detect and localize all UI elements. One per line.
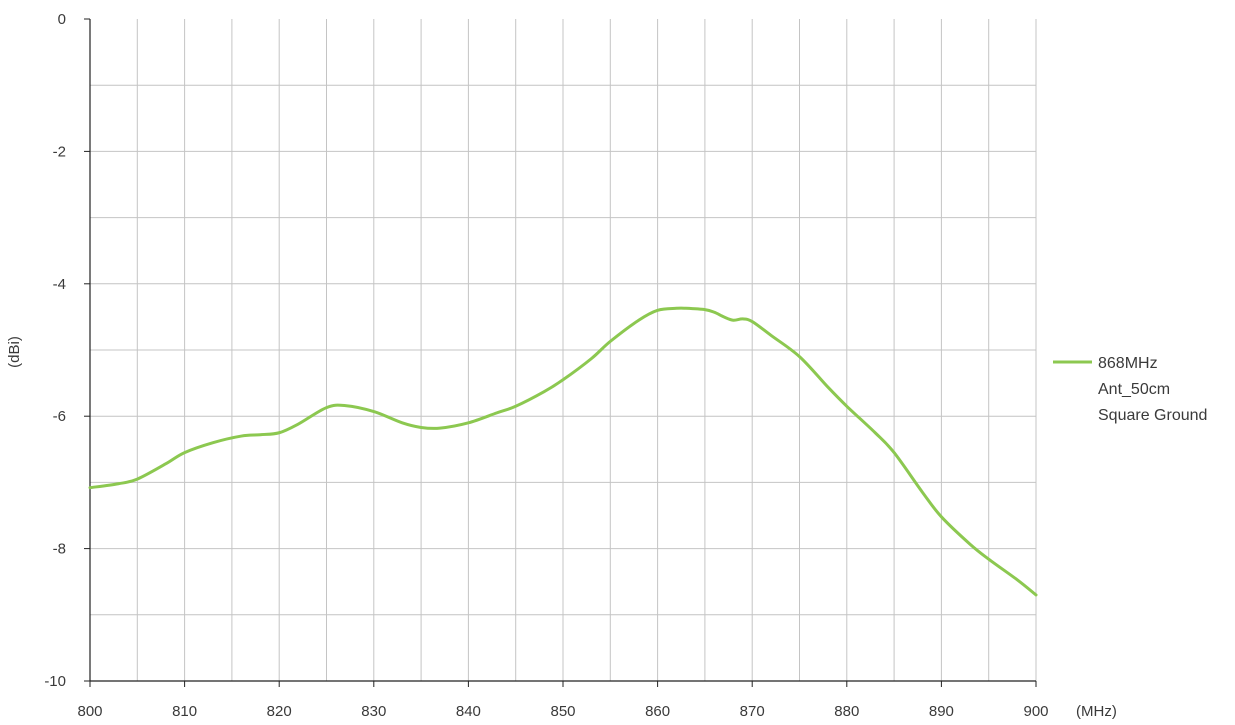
x-tick-label: 850 (550, 703, 575, 720)
y-tick-label: -6 (53, 408, 66, 425)
x-tick-label: 860 (645, 703, 670, 720)
series-line (88, 306, 1038, 597)
y-tick-label: -2 (53, 143, 66, 160)
y-tick-label: 0 (58, 11, 66, 28)
legend-label-line-2: Ant_50cm (1098, 381, 1170, 398)
x-tick-label: 820 (267, 703, 292, 720)
legend: 868MHz Ant_50cm Square Ground (1053, 355, 1207, 424)
y-tick-label: -8 (53, 541, 66, 558)
x-tick-label: 890 (929, 703, 954, 720)
x-tick-label: 810 (172, 703, 197, 720)
y-tick-labels: 0 -2 -4 -6 -8 -10 (44, 11, 66, 690)
grid (90, 19, 1037, 681)
x-tick-label: 880 (834, 703, 859, 720)
legend-label-line-3: Square Ground (1098, 407, 1207, 424)
x-tick-label: 800 (77, 703, 102, 720)
x-tick-label: 870 (740, 703, 765, 720)
x-tick-label: 900 (1023, 703, 1048, 720)
y-tick-label: -4 (53, 276, 66, 293)
axes (84, 18, 1037, 687)
y-axis-label: (dBi) (6, 336, 23, 368)
x-tick-label: 830 (361, 703, 386, 720)
x-tick-label: 840 (456, 703, 481, 720)
x-tick-labels: 800 810 820 830 840 850 860 870 880 890 900 (77, 703, 1048, 720)
legend-label-line-1: 868MHz (1098, 355, 1158, 372)
y-tick-label: -10 (44, 673, 66, 690)
x-axis-label: (MHz) (1076, 703, 1117, 720)
series-layer (88, 306, 1038, 597)
